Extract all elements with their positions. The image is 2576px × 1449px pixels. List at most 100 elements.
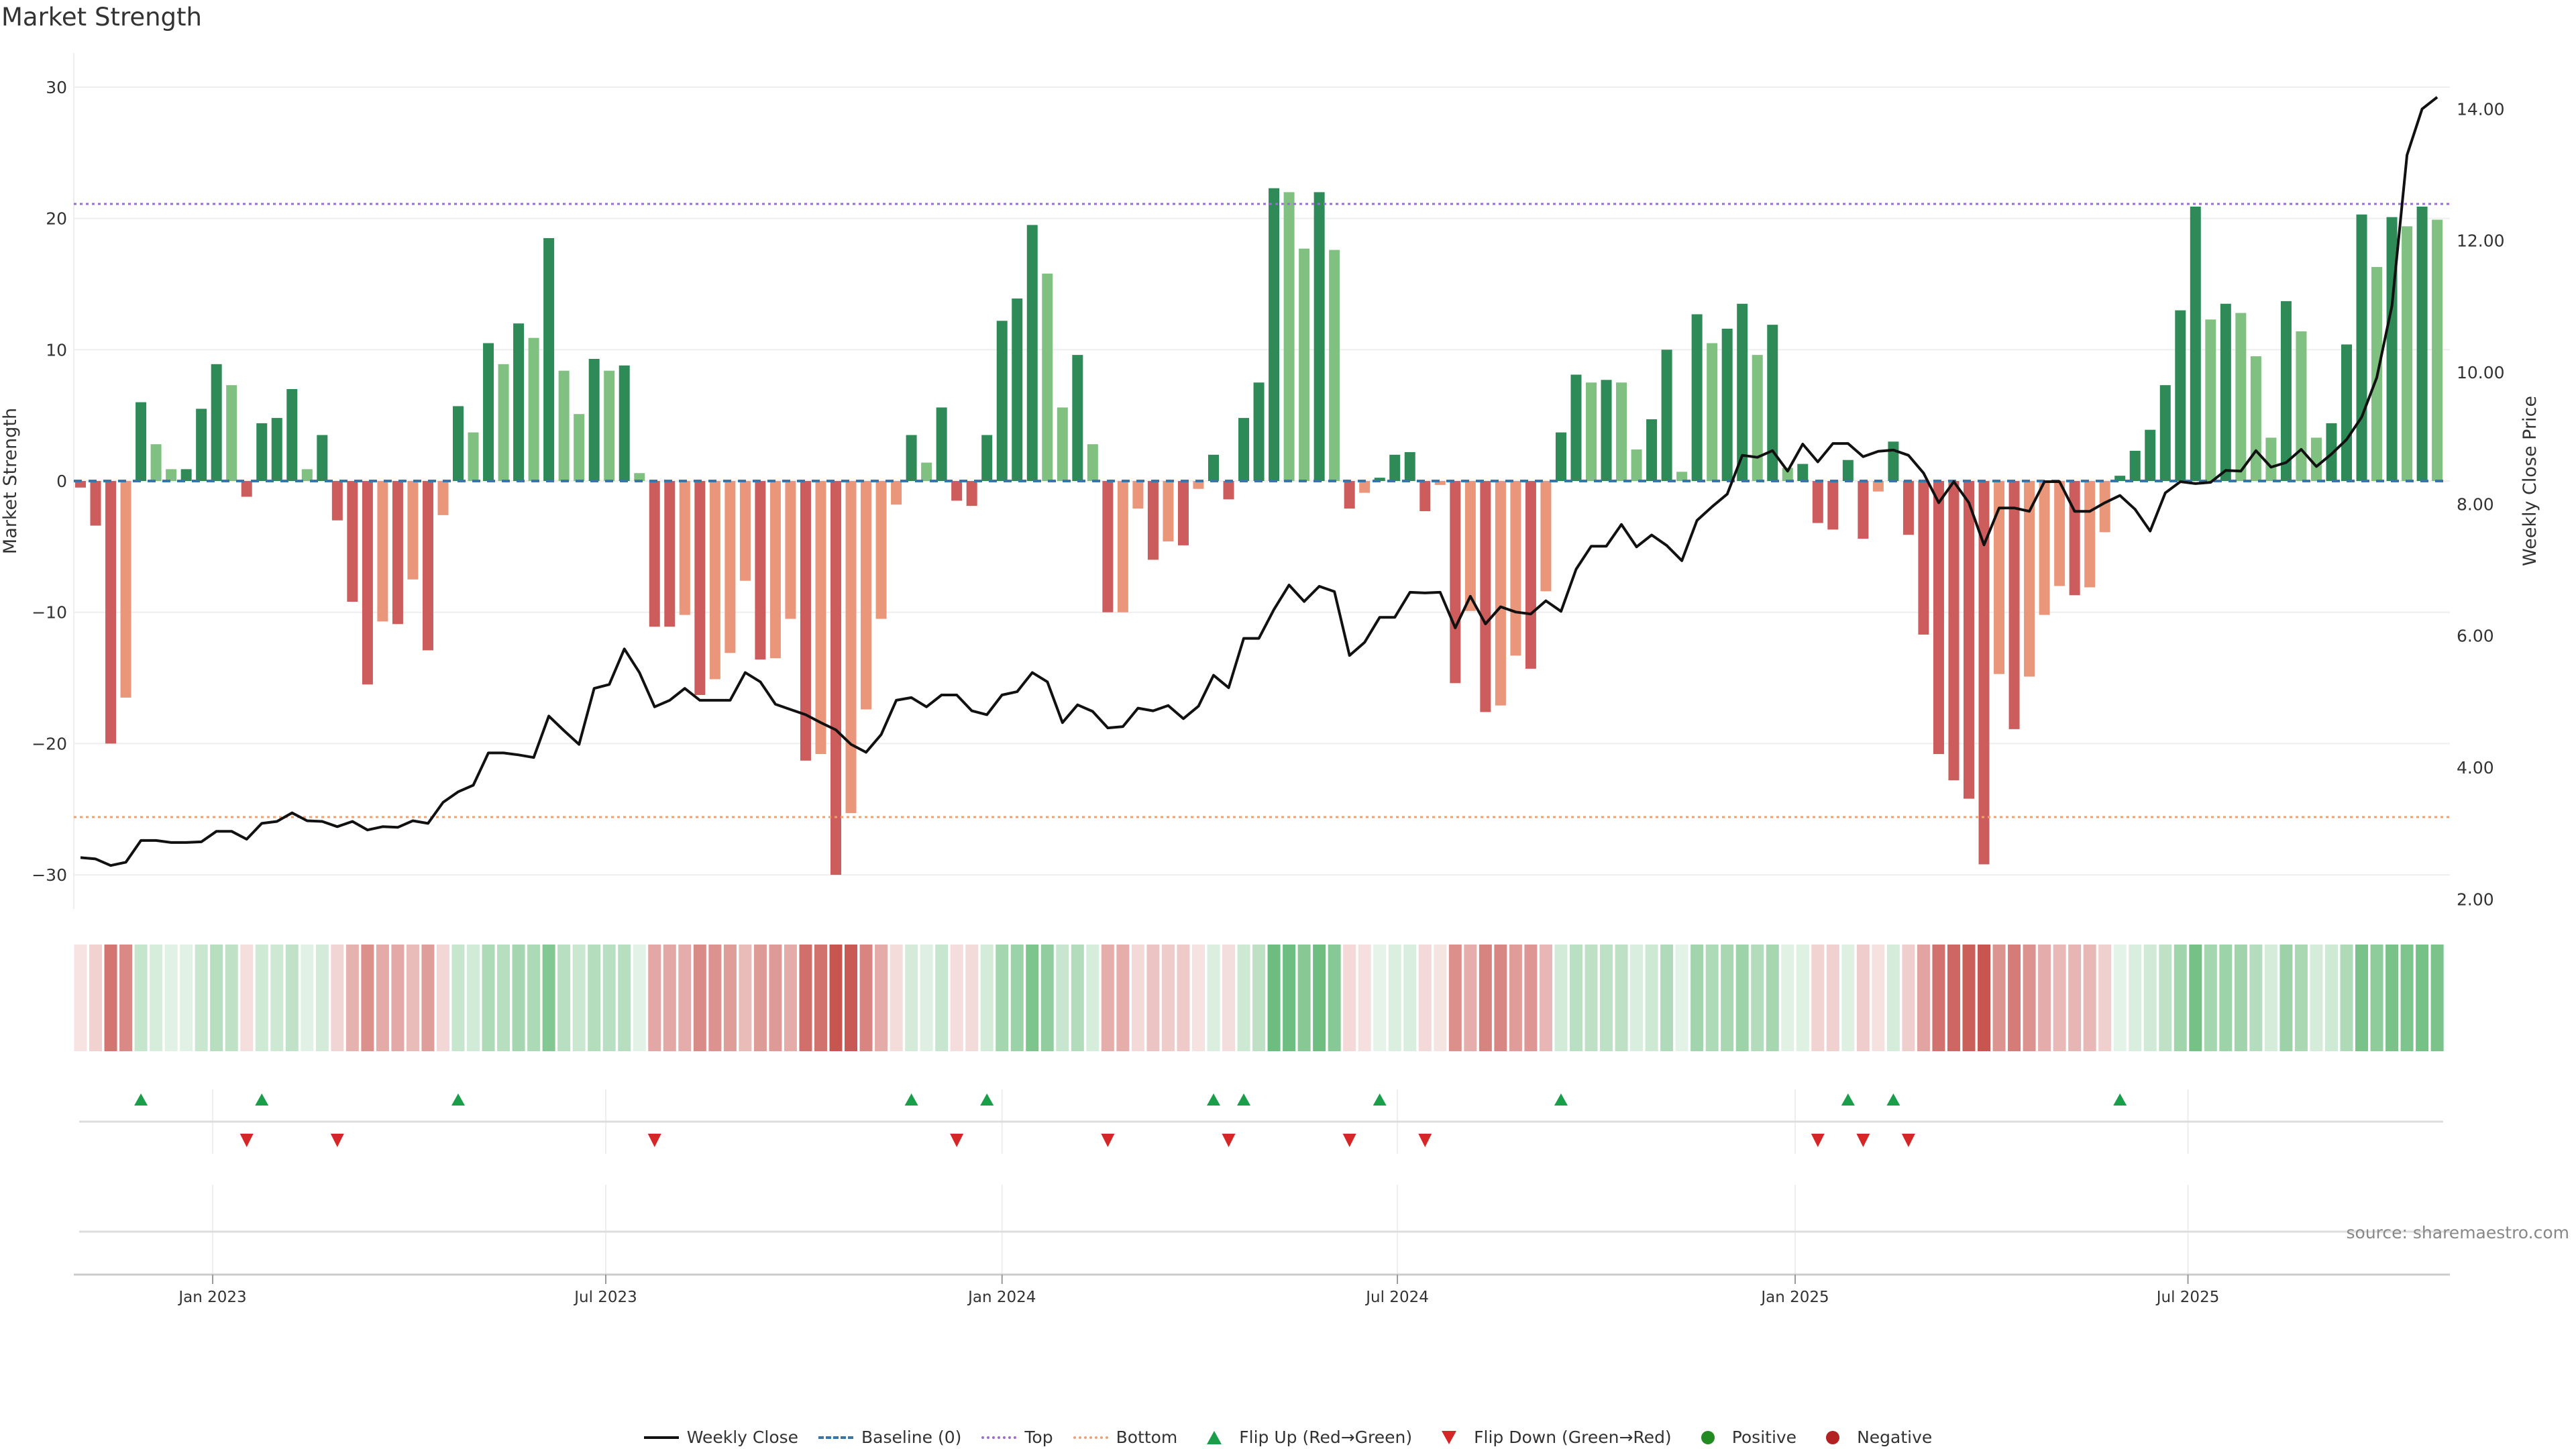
heatmap-cell: [1992, 945, 2006, 1051]
heatmap-cell: [2083, 945, 2096, 1051]
heatmap-cell: [1116, 945, 1130, 1051]
heatmap-cell: [1131, 945, 1144, 1051]
strength-bar: [981, 435, 993, 481]
heatmap-cell: [315, 945, 329, 1051]
strength-bar: [1223, 481, 1234, 500]
legend-item-flip-down[interactable]: Flip Down (Green→Red): [1432, 1428, 1672, 1447]
heatmap-cell: [1086, 945, 1099, 1051]
legend-item-baseline[interactable]: Baseline (0): [818, 1428, 961, 1447]
y-tick-label: −20: [32, 734, 67, 753]
y-tick-label: 20: [46, 209, 67, 229]
flip-up-marker: [1841, 1093, 1855, 1106]
heatmap-cell: [1373, 945, 1387, 1051]
flip-up-marker: [904, 1093, 918, 1106]
heatmap-cell: [2400, 945, 2414, 1051]
legend-item-flip-up[interactable]: Flip Up (Red→Green): [1197, 1428, 1412, 1447]
heatmap-cell: [331, 945, 344, 1051]
strength-bar: [2296, 331, 2307, 481]
strength-bar: [483, 343, 494, 481]
heatmap-cell: [2129, 945, 2142, 1051]
heatmap-cell: [1645, 945, 1658, 1051]
heatmap-cell: [678, 945, 692, 1051]
strength-bar: [1812, 481, 1823, 523]
strength-bar: [724, 481, 736, 653]
heatmap-cell: [2143, 945, 2157, 1051]
strength-bar: [1797, 464, 1809, 481]
dash-swatch-icon: [818, 1436, 854, 1439]
strength-bar: [528, 337, 539, 481]
heatmap-cell: [845, 945, 858, 1051]
heatmap-cell: [1811, 945, 1825, 1051]
heatmap-cell: [1675, 945, 1688, 1051]
heatmap-cell: [406, 945, 419, 1051]
weekly-close-series: [80, 96, 2438, 867]
strength-bar: [1994, 481, 2005, 674]
heatmap-cell: [542, 945, 555, 1051]
strength-bar: [1495, 481, 1506, 706]
heatmap-cell: [965, 945, 979, 1051]
strength-bar: [1616, 382, 1627, 481]
legend-item-weekly-close[interactable]: Weekly Close: [643, 1428, 798, 1447]
heatmap-cell: [1856, 945, 1870, 1051]
strength-bar: [90, 481, 101, 526]
strength-bar: [2099, 481, 2110, 533]
heatmap-cell: [150, 945, 163, 1051]
strength-bar: [377, 481, 388, 622]
heatmap-cell: [2355, 945, 2369, 1051]
flip-up-marker: [2113, 1093, 2127, 1106]
heatmap-cell: [1479, 945, 1492, 1051]
y-tick-label: −30: [32, 865, 67, 885]
heatmap-cell: [2023, 945, 2036, 1051]
strength-bar: [1721, 328, 1733, 481]
legend-item-negative[interactable]: Negative: [1817, 1428, 1932, 1447]
heatmap-cell: [1343, 945, 1356, 1051]
heatmap-cell: [1161, 945, 1175, 1051]
strength-bar: [1555, 432, 1566, 481]
heatmap-cell: [1781, 945, 1794, 1051]
heatmap-cell: [633, 945, 646, 1051]
strength-bar: [1964, 481, 1974, 799]
heatmap-cell: [1026, 945, 1039, 1051]
heatmap-cell: [497, 945, 511, 1051]
strength-bar: [2265, 437, 2277, 481]
flip-down-marker: [1418, 1134, 1432, 1147]
legend-item-top[interactable]: Top: [981, 1428, 1053, 1447]
strength-bar: [407, 481, 419, 580]
strength-bar: [1329, 250, 1340, 481]
strength-bar: [1389, 454, 1401, 481]
legend-item-bottom[interactable]: Bottom: [1073, 1428, 1177, 1447]
strength-bar: [2416, 206, 2428, 481]
strength-bar: [2159, 385, 2171, 481]
heatmap-cell: [301, 945, 314, 1051]
strength-bar: [2402, 226, 2413, 481]
heatmap-cell: [1388, 945, 1401, 1051]
strength-bar: [2129, 450, 2141, 481]
strength-bar: [180, 469, 192, 481]
heatmap-cell: [2204, 945, 2217, 1051]
heatmap-cell: [739, 945, 752, 1051]
legend-item-positive[interactable]: Positive: [1692, 1428, 1796, 1447]
heatmap-cell: [2324, 945, 2338, 1051]
y-right-tick-label: 12.00: [2457, 231, 2505, 251]
strength-bar: [2084, 481, 2096, 588]
y-right-tick-label: 4.00: [2457, 758, 2494, 777]
heatmap-cell: [240, 945, 254, 1051]
strength-bar: [2220, 303, 2231, 481]
heatmap-cell: [1766, 945, 1779, 1051]
heatmap-cell: [1735, 945, 1749, 1051]
heatmap-cell: [920, 945, 933, 1051]
heatmap-cell: [255, 945, 268, 1051]
legend-label: Flip Down (Green→Red): [1474, 1428, 1672, 1447]
strength-bar: [619, 365, 630, 481]
strength-bar: [1253, 382, 1265, 481]
strength-bar: [1102, 481, 1114, 612]
heatmap-cell: [1146, 945, 1160, 1051]
strength-bar: [226, 385, 237, 481]
strength-bar: [437, 481, 449, 515]
heatmap-cell: [723, 945, 737, 1051]
heatmap-cell: [1509, 945, 1522, 1051]
heatmap-cell: [2416, 945, 2429, 1051]
y-right-tick-label: 14.00: [2457, 99, 2505, 119]
strength-bar: [861, 481, 872, 710]
strength-bar: [1087, 444, 1098, 481]
